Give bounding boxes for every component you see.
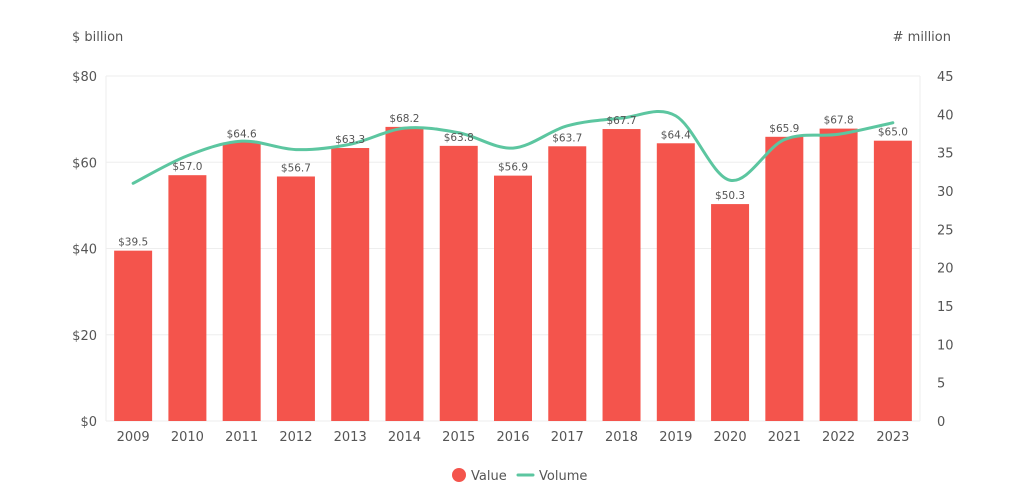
legend: Value Volume [452, 468, 587, 484]
bar-value-label: $39.5 [118, 237, 148, 249]
value-bar [602, 129, 641, 421]
bar-value-label: $65.0 [878, 127, 908, 139]
value-bar [656, 143, 695, 421]
right-axis-tick-label: 20 [937, 262, 954, 277]
value-bar [819, 128, 858, 422]
x-axis-tick-label: 2011 [225, 430, 258, 445]
value-bar [873, 140, 912, 421]
x-axis-tick-label: 2016 [496, 430, 529, 445]
right-axis-tick-label: 45 [937, 70, 954, 85]
left-axis-tick-label: $60 [72, 156, 97, 171]
value-bar [222, 142, 261, 421]
bar-value-label: $64.4 [661, 129, 691, 141]
bar-value-label: $65.9 [769, 123, 799, 135]
value-bars [114, 126, 912, 422]
right-axis-tick-label: 30 [937, 185, 954, 200]
x-axis-tick-label: 2017 [551, 430, 584, 445]
x-axis-tick-label: 2023 [876, 430, 909, 445]
value-bar [114, 250, 153, 421]
left-axis-tick-label: $80 [72, 70, 97, 85]
x-axis-tick-label: 2014 [388, 430, 421, 445]
bar-value-label: $68.2 [389, 113, 419, 125]
bar-value-label: $63.3 [335, 134, 365, 146]
right-axis-tick-label: 5 [937, 377, 945, 392]
x-axis-tick-label: 2010 [171, 430, 204, 445]
legend-value-label: Value [471, 469, 507, 484]
value-bar [385, 126, 424, 421]
bar-value-label: $56.9 [498, 162, 528, 174]
volume-line-layer [131, 110, 895, 185]
bar-value-label: $63.8 [444, 132, 474, 144]
x-axis-tick-label: 2019 [659, 430, 692, 445]
bar-data-labels: $39.5 $57.0 $64.6 $56.7 $63.3 $68.2 $63.8 $56.9… [118, 113, 908, 249]
bar-value-label: $56.7 [281, 162, 311, 174]
x-axis-tick-label: 2012 [279, 430, 312, 445]
x-axis: 2009 2010 2011 2012 2013 2014 2015 2016 2017 2018… [117, 430, 910, 445]
x-axis-tick-label: 2009 [117, 430, 150, 445]
right-y-axis: 0 5 10 15 20 25 30 35 40 45 [937, 70, 954, 430]
left-axis-tick-label: $20 [72, 329, 97, 344]
right-axis-tick-label: 25 [937, 223, 954, 238]
right-axis-tick-label: 15 [937, 300, 954, 315]
value-bar [548, 146, 587, 421]
left-y-axis: $0 $20 $40 $60 $80 [72, 70, 97, 430]
left-axis-title: $ billion [72, 30, 123, 45]
right-axis-tick-label: 35 [937, 147, 954, 162]
right-axis-tick-label: 0 [937, 415, 945, 430]
value-bar [494, 175, 532, 421]
bar-value-label: $50.3 [715, 190, 745, 202]
bar-value-label: $67.8 [824, 115, 854, 127]
x-axis-tick-label: 2022 [822, 430, 855, 445]
x-axis-tick-label: 2020 [714, 430, 747, 445]
x-axis-tick-label: 2015 [442, 430, 475, 445]
bar-value-label: $67.7 [607, 115, 637, 127]
value-bar [765, 136, 804, 421]
volume-line [131, 110, 895, 185]
right-axis-tick-label: 10 [937, 338, 954, 353]
value-bar [168, 175, 207, 421]
value-bar [439, 145, 478, 422]
value-bar [331, 148, 370, 422]
x-axis-tick-label: 2018 [605, 430, 638, 445]
bar-value-label: $63.7 [552, 132, 582, 144]
value-bar [276, 176, 315, 421]
left-axis-tick-label: $0 [80, 415, 97, 430]
left-axis-tick-label: $40 [72, 243, 97, 258]
right-axis-tick-label: 40 [937, 108, 954, 123]
right-axis-title: # million [893, 30, 951, 45]
x-axis-tick-label: 2021 [768, 430, 801, 445]
value-bar [711, 204, 750, 421]
x-axis-tick-label: 2013 [334, 430, 367, 445]
bar-value-label: $64.6 [227, 128, 257, 140]
legend-volume-label: Volume [539, 469, 587, 484]
bar-value-label: $57.0 [172, 161, 202, 173]
legend-value-swatch [452, 468, 466, 482]
